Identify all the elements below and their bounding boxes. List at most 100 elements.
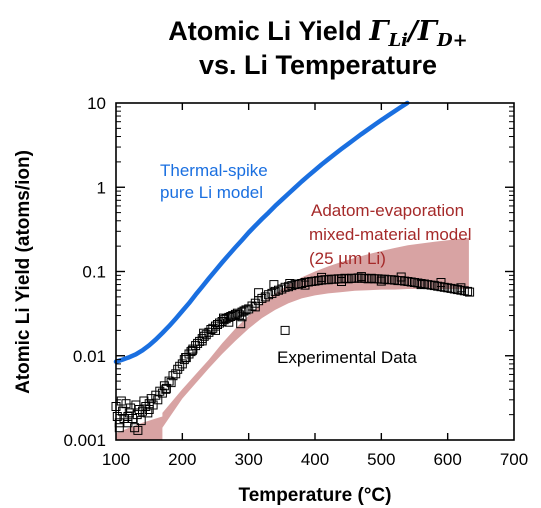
- experimental-point: [143, 408, 153, 418]
- y-tick-label: 1: [97, 178, 106, 197]
- x-tick-label: 500: [367, 450, 395, 469]
- x-axis-label: Temperature (°C): [239, 485, 392, 506]
- experimental-point: [247, 301, 257, 311]
- x-tick-label: 300: [234, 450, 262, 469]
- experimental-point: [211, 325, 220, 335]
- title-sub-li: Li: [387, 30, 408, 51]
- experimental-point: [146, 394, 156, 404]
- experimental-point: [116, 396, 126, 406]
- experimental-point: [236, 319, 246, 329]
- experimental-point: [297, 279, 307, 288]
- experimental-point: [287, 281, 297, 291]
- experimental-point: [456, 283, 466, 293]
- experimental-point: [443, 283, 453, 293]
- experimental-point: [134, 405, 144, 414]
- experimental-point: [161, 383, 171, 393]
- experimental-point: [186, 347, 196, 357]
- y-tick-label: 0.1: [82, 263, 106, 282]
- annotation-thermal-line1: Thermal-spike: [160, 161, 268, 180]
- experimental-point: [436, 278, 446, 287]
- experimental-point: [123, 412, 133, 421]
- experimental-point: [179, 355, 189, 365]
- experimental-point: [270, 286, 280, 296]
- y-axis-label: Atomic Li Yield (atoms/ion): [13, 150, 34, 394]
- title-gamma-1: Γ: [368, 16, 390, 47]
- experimental-point: [133, 425, 143, 435]
- adatom-model-band: [116, 238, 469, 440]
- adatom-band-layer: [116, 238, 469, 440]
- experimental-point: [285, 279, 295, 288]
- experimental-point: [136, 416, 146, 426]
- experimental-point: [213, 320, 222, 329]
- experimental-point: [139, 396, 149, 406]
- experimental-point: [239, 306, 249, 316]
- experimental-point: [267, 288, 277, 298]
- experimental-point: [419, 279, 429, 289]
- experimental-point: [453, 285, 463, 295]
- title-gamma-2: Γ: [417, 16, 439, 47]
- experimental-point: [244, 304, 254, 314]
- experimental-point: [250, 302, 260, 312]
- y-tick-label: 0.001: [63, 431, 106, 450]
- annotation-experimental: Experimental Data: [277, 348, 417, 367]
- y-axis-ticks: 0.001 0.01 0.1 1 10: [63, 94, 514, 450]
- experimental-point: [168, 371, 178, 381]
- thermal-line-layer: [113, 100, 410, 364]
- experimental-point: [226, 312, 236, 321]
- experimental-point: [219, 315, 229, 325]
- experimental-point: [153, 395, 163, 405]
- y-tick-label: 0.01: [73, 347, 106, 366]
- experimental-point: [138, 406, 147, 416]
- experimental-point: [284, 282, 293, 292]
- x-tick-label: 100: [102, 450, 130, 469]
- experimental-point: [280, 325, 290, 335]
- experimental-point: [449, 284, 459, 294]
- x-tick-label: 700: [500, 450, 528, 469]
- experimental-point: [112, 412, 122, 421]
- x-axis-ticks: 100 200 300 400 500 600 700: [102, 103, 528, 469]
- annotation-adatom-line2: mixed-material model: [309, 225, 472, 244]
- experimental-point: [181, 353, 191, 363]
- y-tick-label: 10: [87, 94, 106, 113]
- experimental-point: [396, 272, 406, 282]
- annotation-adatom-line3: (25 µm Li): [309, 249, 386, 268]
- experimental-point: [317, 272, 327, 282]
- experimental-point: [264, 290, 274, 300]
- experimental-point: [144, 405, 154, 414]
- experimental-point: [161, 384, 171, 394]
- experimental-point: [237, 312, 247, 322]
- experimental-point: [274, 285, 283, 295]
- experimental-point: [141, 402, 151, 411]
- chart-title-line2: vs. Li Temperature: [199, 50, 437, 80]
- experimental-point: [376, 276, 386, 286]
- experimental-point: [130, 423, 140, 433]
- experimental-point: [224, 317, 234, 327]
- experimental-point: [300, 280, 310, 290]
- experimental-point: [465, 287, 475, 297]
- experimental-point: [197, 336, 207, 346]
- experimental-point: [429, 281, 439, 291]
- x-tick-label: 600: [433, 450, 461, 469]
- experimental-point: [269, 280, 279, 290]
- experimental-point: [356, 272, 366, 282]
- experimental-point: [173, 364, 183, 374]
- experimental-point: [446, 283, 456, 293]
- experimental-points-layer: [111, 272, 475, 435]
- thermal-spike-line: [113, 100, 410, 364]
- experimental-point: [175, 361, 185, 371]
- experimental-point: [254, 288, 264, 298]
- experimental-point: [337, 277, 346, 286]
- x-tick-label: 400: [301, 450, 329, 469]
- title-slash: /: [405, 16, 421, 47]
- experimental-point: [155, 386, 165, 396]
- experimental-point: [290, 280, 300, 290]
- annotation-adatom-line1: Adatom-evaporation: [311, 201, 464, 220]
- experimental-point: [416, 280, 426, 290]
- experimental-point: [459, 286, 469, 296]
- title-sub-d: D+: [436, 30, 468, 51]
- chart-title-line1: Atomic Li Yield ΓLi/ΓD+: [168, 16, 467, 51]
- experimental-point: [187, 346, 197, 356]
- title-prefix: Atomic Li Yield: [168, 16, 369, 46]
- experimental-point: [166, 378, 176, 388]
